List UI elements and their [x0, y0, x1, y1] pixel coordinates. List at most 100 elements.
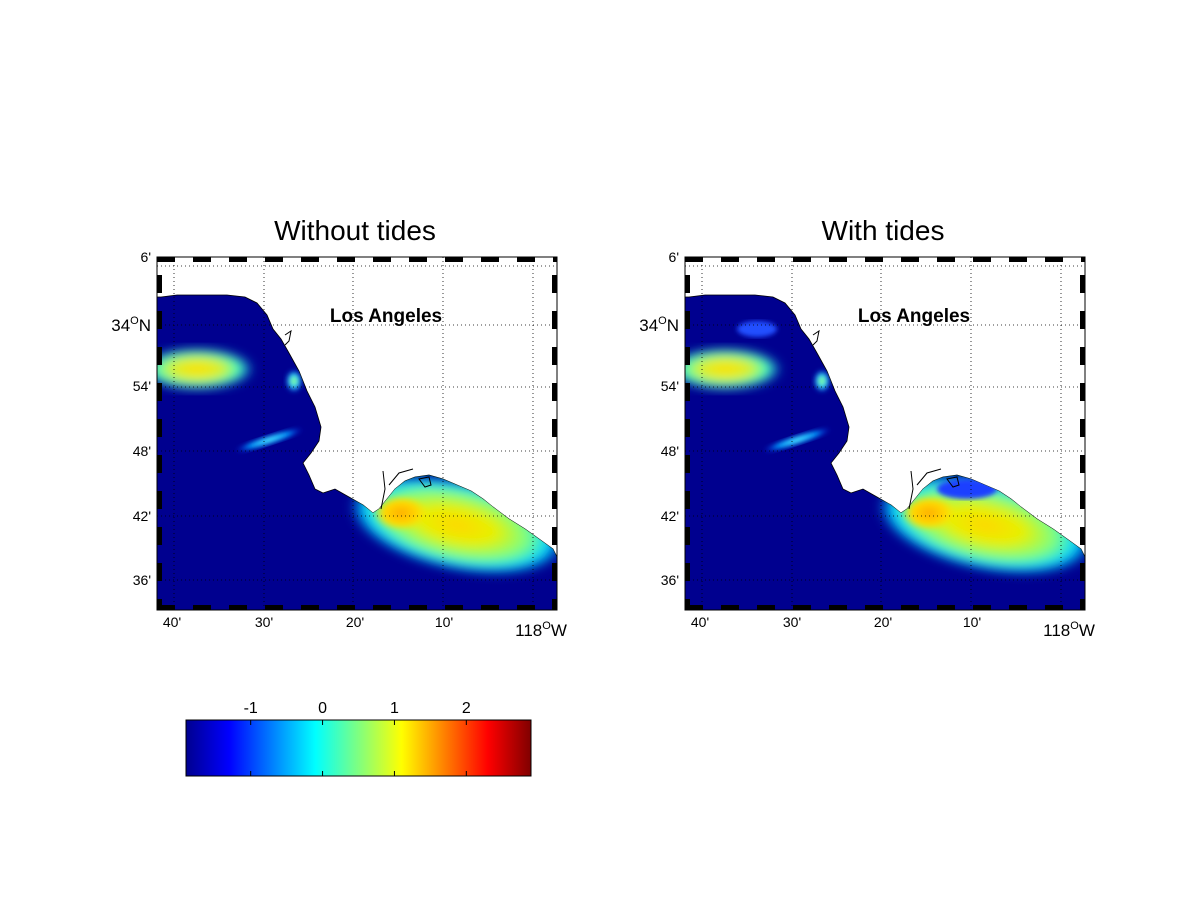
plume-santa-monica [685, 347, 783, 391]
frame-segment [445, 257, 463, 262]
frame-segment [1080, 311, 1085, 329]
frame-segment [481, 605, 499, 610]
frame-segment [157, 491, 162, 509]
frame-segment [157, 455, 162, 473]
frame-segment [685, 257, 703, 262]
frame-segment [552, 419, 557, 437]
frame-segment [865, 257, 883, 262]
latitude-label: 34ON [639, 315, 679, 335]
frame-segment [937, 605, 955, 610]
longitude-label: 40' [691, 614, 709, 630]
frame-segment [552, 311, 557, 329]
longitude-label: 30' [255, 614, 273, 630]
frame-segment [301, 605, 319, 610]
frame-segment [721, 605, 739, 610]
frame-segment [1080, 383, 1085, 401]
frame-segment [553, 257, 557, 262]
frame-segment [901, 257, 919, 262]
frame-segment [685, 275, 690, 293]
frame-segment [552, 491, 557, 509]
plume-core [901, 495, 957, 531]
frame-segment [757, 257, 775, 262]
frame-segment [685, 599, 690, 610]
frame-segment [685, 563, 690, 581]
frame-segment [552, 527, 557, 545]
marina-outline [812, 329, 820, 346]
frame-segment [685, 455, 690, 473]
longitude-label: 118OW [1043, 620, 1095, 640]
plume-core [373, 495, 429, 531]
frame-segment [721, 257, 739, 262]
frame-segment [552, 275, 557, 293]
colorbar-tick-label: 2 [462, 700, 471, 717]
frame-segment [157, 527, 162, 545]
frame-segment [685, 419, 690, 437]
frame-segment [685, 605, 703, 610]
latitude-label: 48' [133, 443, 151, 459]
frame-segment [481, 257, 499, 262]
longitude-label: 20' [346, 614, 364, 630]
frame-segment [157, 275, 162, 293]
frame-segment [373, 605, 391, 610]
latitude-label: 36' [661, 572, 679, 588]
frame-segment [265, 257, 283, 262]
colorbar-gradient [185, 719, 532, 777]
frame-segment [685, 347, 690, 365]
frame-segment [157, 383, 162, 401]
frame-segment [552, 347, 557, 365]
frame-segment [193, 605, 211, 610]
frame-segment [829, 605, 847, 610]
frame-segment [373, 257, 391, 262]
frame-segment [445, 605, 463, 610]
frame-segment [409, 257, 427, 262]
latitude-label: 54' [133, 378, 151, 394]
plume-santa-monica [157, 347, 255, 391]
frame-segment [337, 257, 355, 262]
frame-segment [337, 605, 355, 610]
frame-segment [793, 257, 811, 262]
frame-segment [685, 311, 690, 329]
longitude-label: 40' [163, 614, 181, 630]
latitude-label: 48' [661, 443, 679, 459]
frame-segment [157, 605, 175, 610]
frame-segment [1080, 275, 1085, 293]
frame-segment [1080, 347, 1085, 365]
frame-segment [552, 383, 557, 401]
colorbar-tick-label: 0 [318, 700, 327, 717]
frame-segment [1080, 419, 1085, 437]
map-panel-2: With tides Los Angeles 6' 34ON 54' 48' 42' 36' 4… [639, 215, 1095, 640]
longitude-label: 20' [874, 614, 892, 630]
graticule [685, 257, 1085, 610]
map-title: With tides [822, 215, 945, 246]
frame-segment [301, 257, 319, 262]
frame-segment [685, 527, 690, 545]
frame-segment [1045, 257, 1063, 262]
frame-segment [157, 347, 162, 365]
frame-segment [937, 257, 955, 262]
frame-segment [1009, 605, 1027, 610]
frame-segment [865, 605, 883, 610]
longitude-label: 10' [435, 614, 453, 630]
colorbar-tick-label: -1 [244, 700, 258, 717]
map-frame [684, 256, 1086, 611]
frame-segment [901, 605, 919, 610]
frame-segment [552, 455, 557, 473]
colorbar-tick-label: 1 [390, 700, 399, 717]
map-frame [156, 256, 558, 611]
latitude-label: 6' [669, 249, 679, 265]
frame-segment [1045, 605, 1063, 610]
frame-segment [157, 419, 162, 437]
frame-segment [793, 605, 811, 610]
graticule [157, 257, 557, 610]
harbor-outline [380, 468, 432, 510]
frame-segment [1080, 599, 1085, 610]
colorbar: -1 0 1 2 [185, 700, 532, 777]
frame-segment [1080, 491, 1085, 509]
map-panel-1: Without tides Los Angeles 6' 34ON 54' 48' 42' 3… [111, 215, 567, 640]
plume-streak [762, 427, 832, 453]
latitude-label: 42' [661, 508, 679, 524]
frame-segment [157, 257, 175, 262]
frame-segment [757, 605, 775, 610]
frame-segment [685, 491, 690, 509]
